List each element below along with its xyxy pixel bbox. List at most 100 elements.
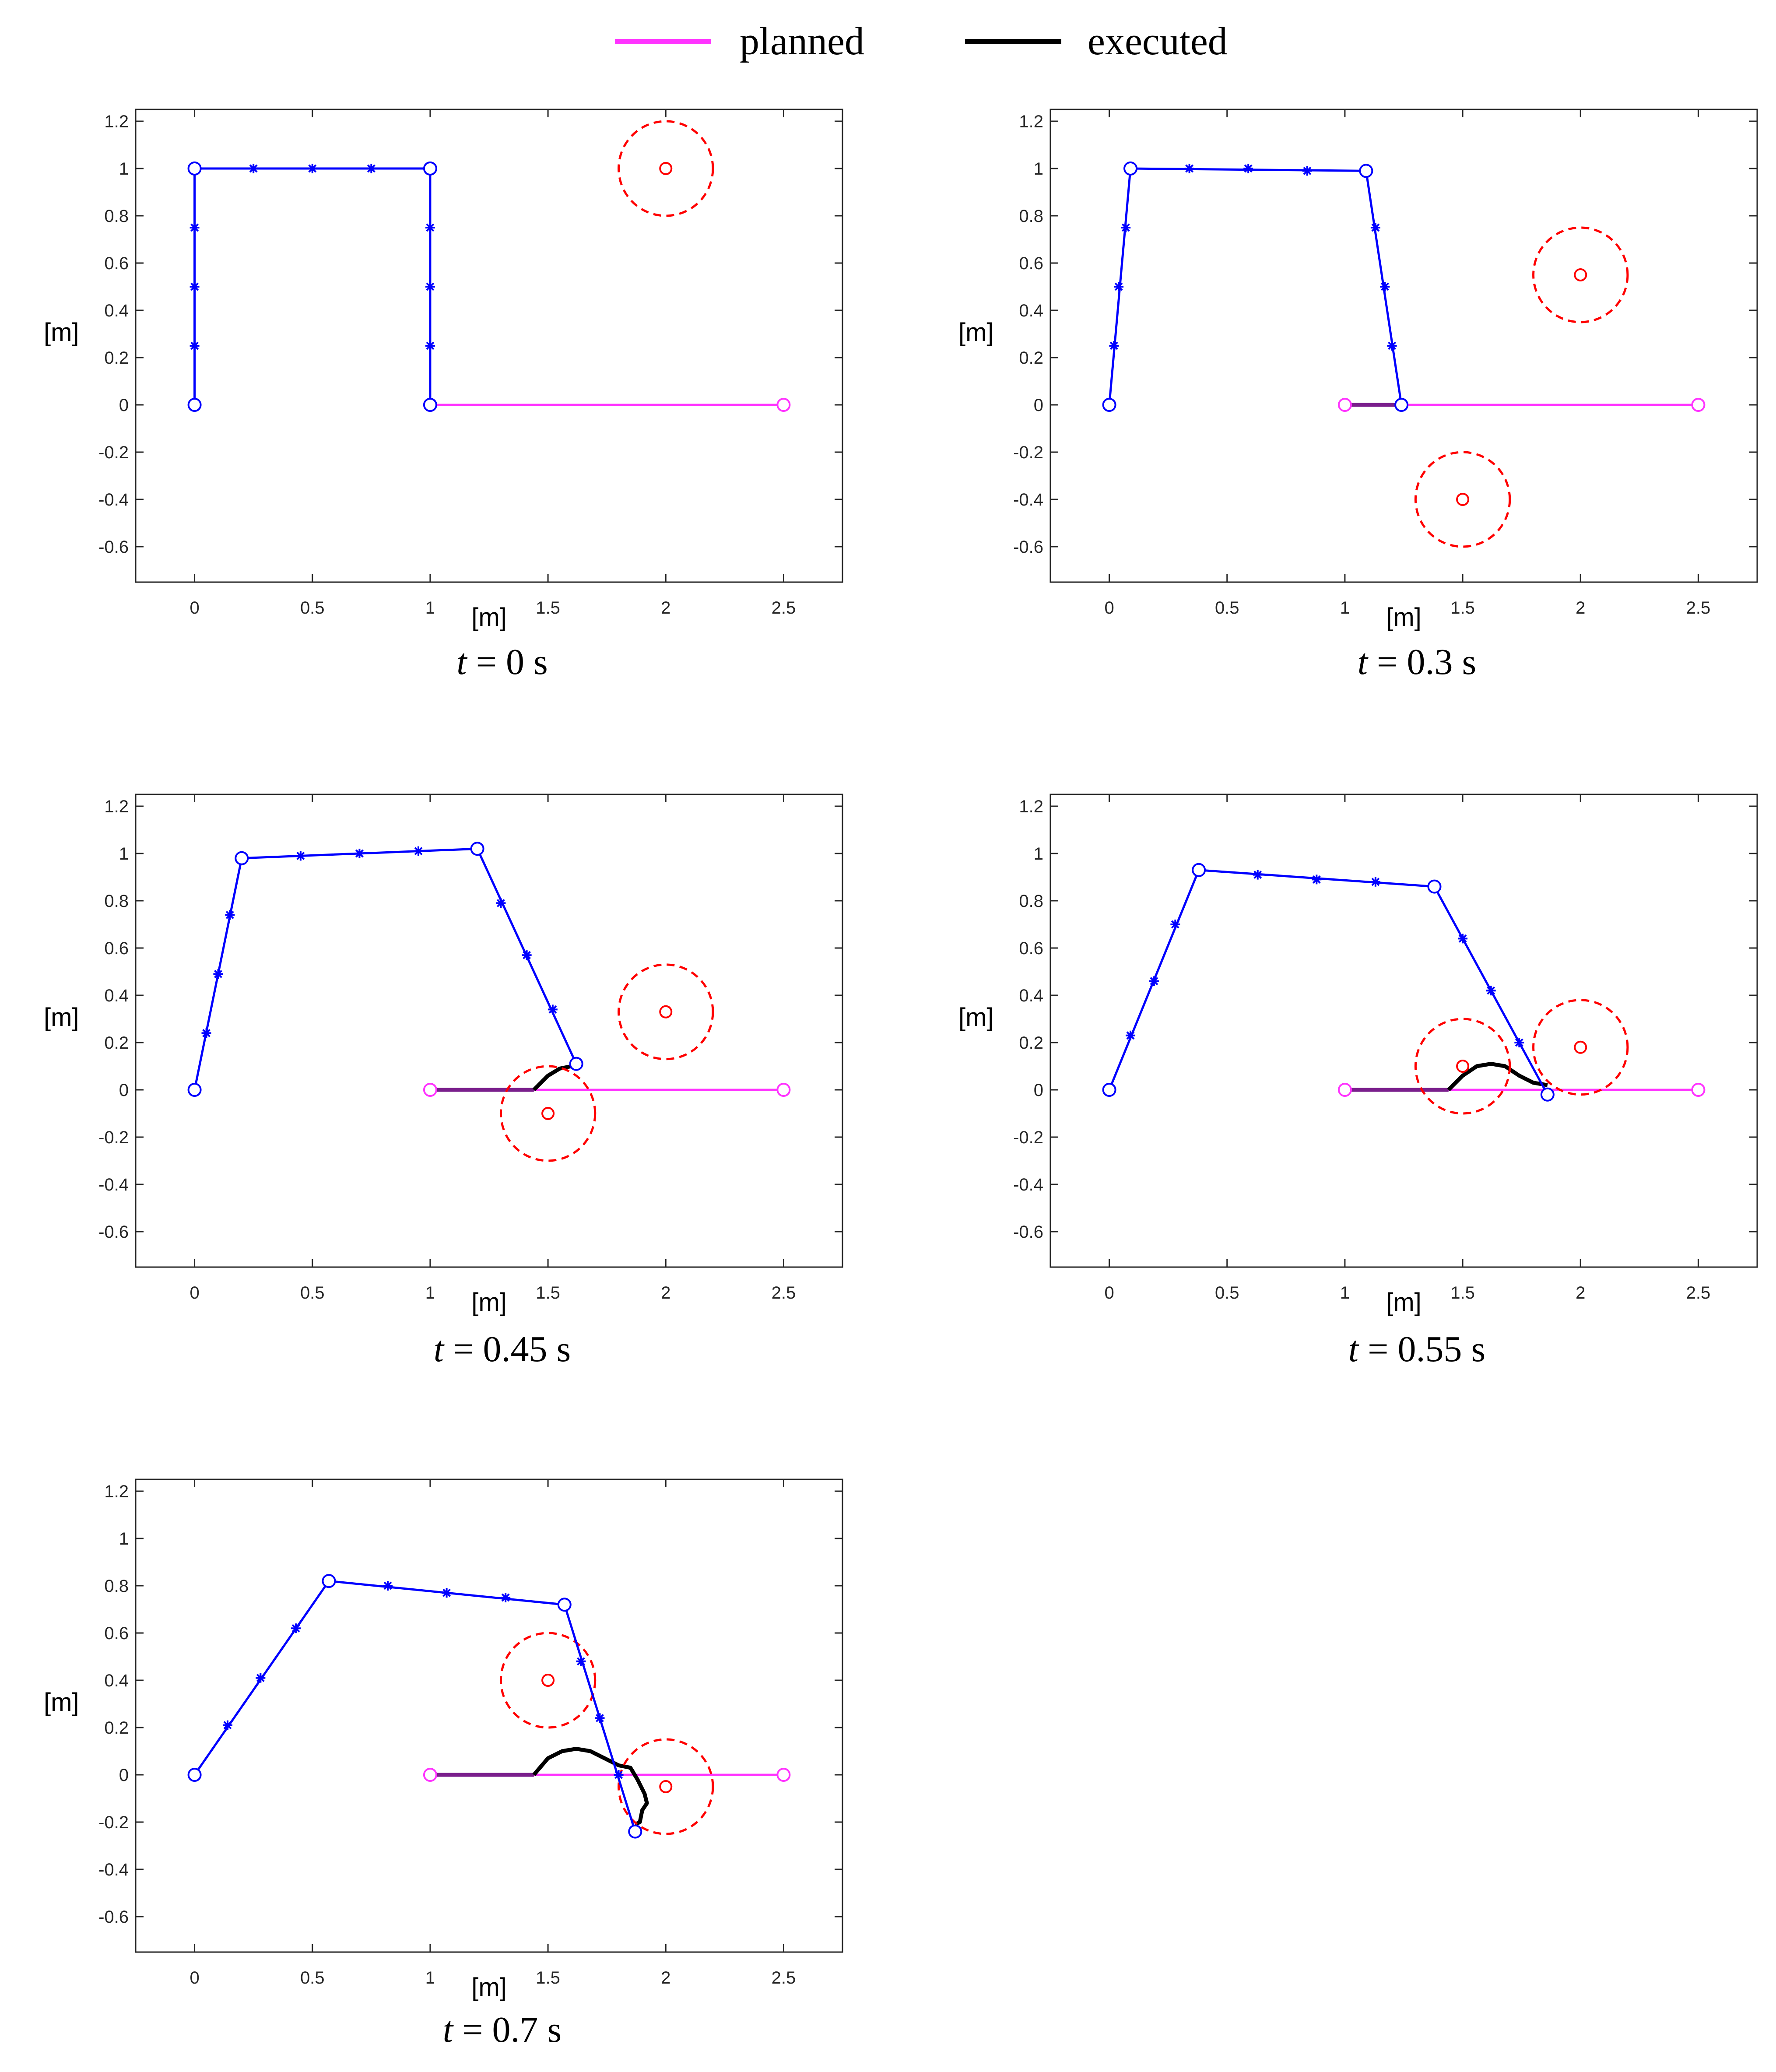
x-tick-label: 2.5: [1686, 598, 1711, 618]
arm-node-stroke: [1312, 875, 1321, 884]
arm-node-stroke: [214, 969, 222, 978]
arm-node-marker: [201, 1028, 211, 1038]
arm-node-marker: [1114, 282, 1124, 291]
y-tick-label: -0.4: [98, 1175, 129, 1194]
x-tick-label: 2.5: [772, 1283, 796, 1303]
y-tick-label: 0: [1034, 1081, 1043, 1100]
y-axis-label: [m]: [44, 1688, 79, 1717]
obstacle-center-marker: [541, 1674, 555, 1687]
obstacle-radius-circle: [618, 120, 714, 217]
arm-node-marker: [1121, 223, 1131, 232]
y-tick-label: 1.2: [104, 1482, 129, 1501]
arm-node-stroke: [249, 164, 258, 173]
y-tick-label: -0.4: [1013, 1175, 1043, 1194]
obstacle-center-marker: [1456, 493, 1470, 506]
y-tick-label: 0.8: [104, 892, 129, 911]
plot-frame: [1049, 794, 1758, 1268]
y-tick-label: 1.2: [104, 112, 129, 131]
arm-node-marker: [1514, 1038, 1524, 1047]
x-tick-label: 0: [190, 598, 199, 618]
arm-node-stroke: [1253, 871, 1262, 879]
arm-node-stroke: [190, 341, 199, 350]
y-tick-label: 0.6: [104, 254, 129, 273]
y-tick-label: -0.2: [1013, 1128, 1043, 1147]
arm-node-marker: [1312, 874, 1322, 885]
panel-caption: t = 0.7 s: [443, 2009, 562, 2050]
y-axis-label: [m]: [958, 318, 994, 347]
caption-time-symbol: t: [1358, 642, 1369, 682]
y-tick-label: -0.4: [98, 490, 129, 509]
y-tick-label: 0.4: [104, 301, 129, 320]
x-tick-label: 1.5: [536, 1283, 560, 1303]
x-tick-label: 1: [1340, 598, 1350, 618]
arm-node-stroke: [523, 951, 531, 959]
arm-joint-marker: [1123, 162, 1138, 176]
arm-node-stroke: [1515, 1038, 1523, 1047]
arm-node-marker: [1302, 166, 1312, 176]
arm-node-stroke: [1371, 878, 1380, 886]
caption-time-value: = 0.3 s: [1368, 642, 1476, 682]
arm-node-marker: [295, 851, 305, 861]
arm-joint-marker: [187, 1083, 202, 1097]
x-tick-label: 2: [661, 1283, 670, 1303]
plot-frame: [135, 109, 843, 583]
arm-node-marker: [614, 1770, 624, 1780]
obstacle-radius-circle: [618, 1738, 714, 1835]
plot-frame: [1049, 109, 1758, 583]
x-tick-label: 0.5: [300, 1968, 325, 1988]
obstacle-center-marker: [1574, 268, 1587, 281]
arm-node-marker: [213, 969, 223, 979]
arm-node-marker: [1458, 934, 1468, 944]
arm-node-stroke: [548, 1005, 557, 1014]
planned-endpoint: [1691, 398, 1706, 412]
arm-node-marker: [1370, 877, 1380, 887]
y-tick-label: 1: [1034, 844, 1043, 864]
y-tick-label: 0.2: [1019, 1033, 1043, 1053]
y-tick-label: -0.4: [1013, 490, 1043, 509]
arm-node-marker: [354, 849, 365, 858]
arm-node-marker: [1370, 223, 1380, 232]
arm-node-marker: [414, 846, 423, 856]
executed-path: [1447, 1062, 1548, 1092]
arm-node-marker: [190, 282, 200, 291]
arm-node-stroke: [501, 1593, 510, 1602]
y-tick-label: 0.4: [104, 1671, 129, 1690]
x-tick-label: 2: [1576, 598, 1585, 618]
arm-joint-marker: [187, 398, 202, 412]
arm-node-stroke: [1487, 986, 1495, 995]
x-tick-label: 0.5: [300, 598, 325, 618]
arm-node-stroke: [442, 1588, 451, 1597]
y-axis-label: [m]: [44, 318, 79, 347]
plot-frame: [135, 794, 843, 1268]
caption-time-value: = 0.45 s: [444, 1329, 571, 1370]
legend-planned-label: planned: [740, 20, 864, 63]
y-tick-label: 1.2: [1019, 797, 1043, 816]
arm-node-stroke: [614, 1770, 623, 1779]
arm-node-stroke: [1388, 341, 1396, 350]
obstacle-center-marker: [1574, 1040, 1587, 1054]
planned-endpoint: [1337, 398, 1352, 412]
arm-node-stroke: [497, 899, 505, 907]
y-tick-label: 0.4: [1019, 986, 1043, 1005]
y-tick-label: -0.6: [98, 537, 129, 557]
panel-caption: t = 0.45 s: [434, 1329, 571, 1370]
y-tick-label: 0: [119, 1766, 129, 1785]
arm-node-stroke: [256, 1674, 265, 1682]
x-tick-label: 1: [425, 1283, 435, 1303]
arm-node-marker: [190, 341, 200, 351]
x-tick-label: 1: [425, 1968, 435, 1988]
x-tick-label: 2.5: [772, 598, 796, 618]
y-tick-label: 1: [119, 159, 129, 179]
arm-joint-marker: [1540, 1087, 1555, 1102]
caption-time-symbol: t: [443, 2009, 454, 2050]
x-tick-label: 0.5: [1215, 1283, 1239, 1303]
planned-endpoint: [423, 1768, 437, 1782]
y-tick-label: 0: [119, 396, 129, 415]
arm-node-marker: [1486, 986, 1496, 996]
arm-node-stroke: [1150, 977, 1158, 986]
panel-1: 0 0.5 1 1.5 2 2.5 -0.6 -0.4 -0.2 0 0.2 0.4 0.6 0.8 1 1.…: [44, 109, 843, 682]
y-tick-label: -0.6: [98, 1222, 129, 1242]
arm-node-stroke: [190, 282, 199, 291]
arm-node-stroke: [291, 1624, 300, 1633]
obstacle-center-marker: [659, 1780, 673, 1793]
